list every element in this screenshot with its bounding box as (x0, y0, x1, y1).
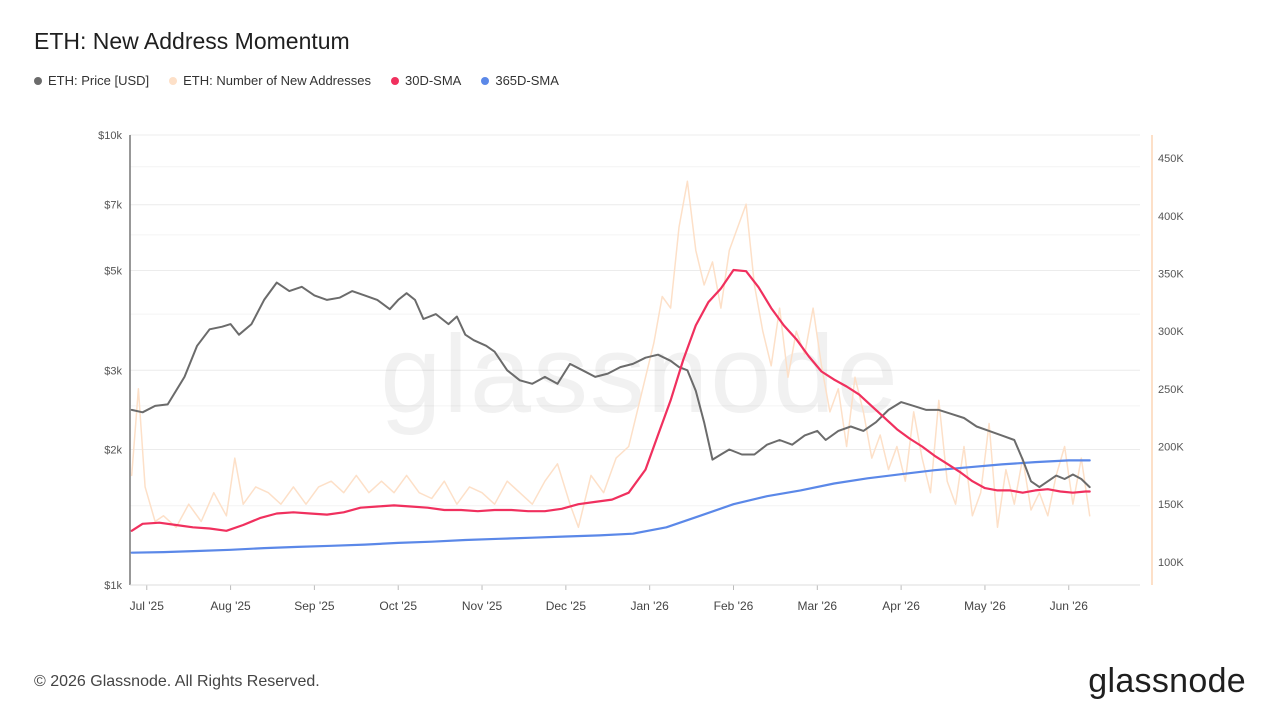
legend-label-new-addresses: ETH: Number of New Addresses (183, 73, 371, 88)
x-tick-label-4: Nov '25 (462, 599, 503, 613)
y-left-tick-label-5: $10k (98, 130, 122, 142)
y-left-tick-label-3: $5k (104, 265, 122, 277)
x-tick-label-8: Mar '26 (797, 599, 837, 613)
axes: $1k $2k $3k $5k $7k $10k 100K 150K 200K 250K 300K 3… (98, 130, 1184, 613)
y-left-tick-label-1: $2k (104, 445, 122, 457)
y-left-tick-label-4: $7k (104, 200, 122, 212)
series-line-sma365 (130, 459, 1091, 554)
y-right-tick-label-7: 450K (1158, 153, 1184, 165)
legend-item-new-addresses[interactable]: ETH: Number of New Addresses (169, 73, 371, 88)
y-right-tick-label-0: 100K (1158, 557, 1184, 569)
legend-label-price: ETH: Price [USD] (48, 73, 150, 88)
y-left-tick-label-2: $3k (104, 365, 122, 377)
x-tick-label-2: Sep '25 (294, 599, 335, 613)
legend-marker-sma30 (390, 76, 399, 85)
x-tick-label-1: Aug '25 (210, 599, 251, 613)
series-line-sma30 (130, 268, 1091, 532)
watermark: glassnode (380, 313, 900, 436)
x-tick-label-11: Jun '26 (1050, 599, 1089, 613)
legend-label-sma30: 30D-SMA (404, 73, 462, 88)
series-layer (130, 180, 1091, 554)
chart-title: ETH: New Address Momentum (34, 28, 350, 54)
series-line-price (130, 281, 1091, 489)
y-right-tick-label-6: 400K (1158, 211, 1184, 223)
x-tick-label-7: Feb '26 (714, 599, 754, 613)
x-tick-label-0: Jul '25 (130, 599, 165, 613)
x-tick-label-5: Dec '25 (546, 599, 587, 613)
y-right-tick-label-3: 250K (1158, 384, 1184, 396)
legend-marker-new-addresses (169, 76, 178, 85)
y-left-tick-label-0: $1k (104, 580, 122, 592)
x-tick-label-3: Oct '25 (379, 599, 417, 613)
x-tick-label-9: Apr '26 (882, 599, 920, 613)
y-right-tick-label-2: 200K (1158, 442, 1184, 454)
legend-label-sma365: 365D-SMA (495, 73, 559, 88)
brand-logo: glassnode (1088, 662, 1246, 700)
copyright-text: © 2026 Glassnode. All Rights Reserved. (34, 673, 320, 690)
y-right-tick-label-4: 300K (1158, 326, 1184, 338)
x-tick-label-10: May '26 (964, 599, 1006, 613)
x-tick-label-6: Jan '26 (631, 599, 670, 613)
y-right-tick-label-1: 150K (1158, 499, 1184, 511)
chart-legend: ETH: Price [USD] ETH: Number of New Addr… (34, 73, 559, 88)
y-right-tick-label-5: 350K (1158, 268, 1184, 280)
legend-marker-sma365 (481, 76, 490, 85)
legend-item-sma30[interactable]: 30D-SMA (390, 73, 462, 88)
legend-marker-price (34, 76, 42, 85)
legend-item-sma365[interactable]: 365D-SMA (481, 73, 559, 88)
series-line-new-addresses (130, 180, 1091, 529)
legend-item-price[interactable]: ETH: Price [USD] (34, 73, 149, 88)
